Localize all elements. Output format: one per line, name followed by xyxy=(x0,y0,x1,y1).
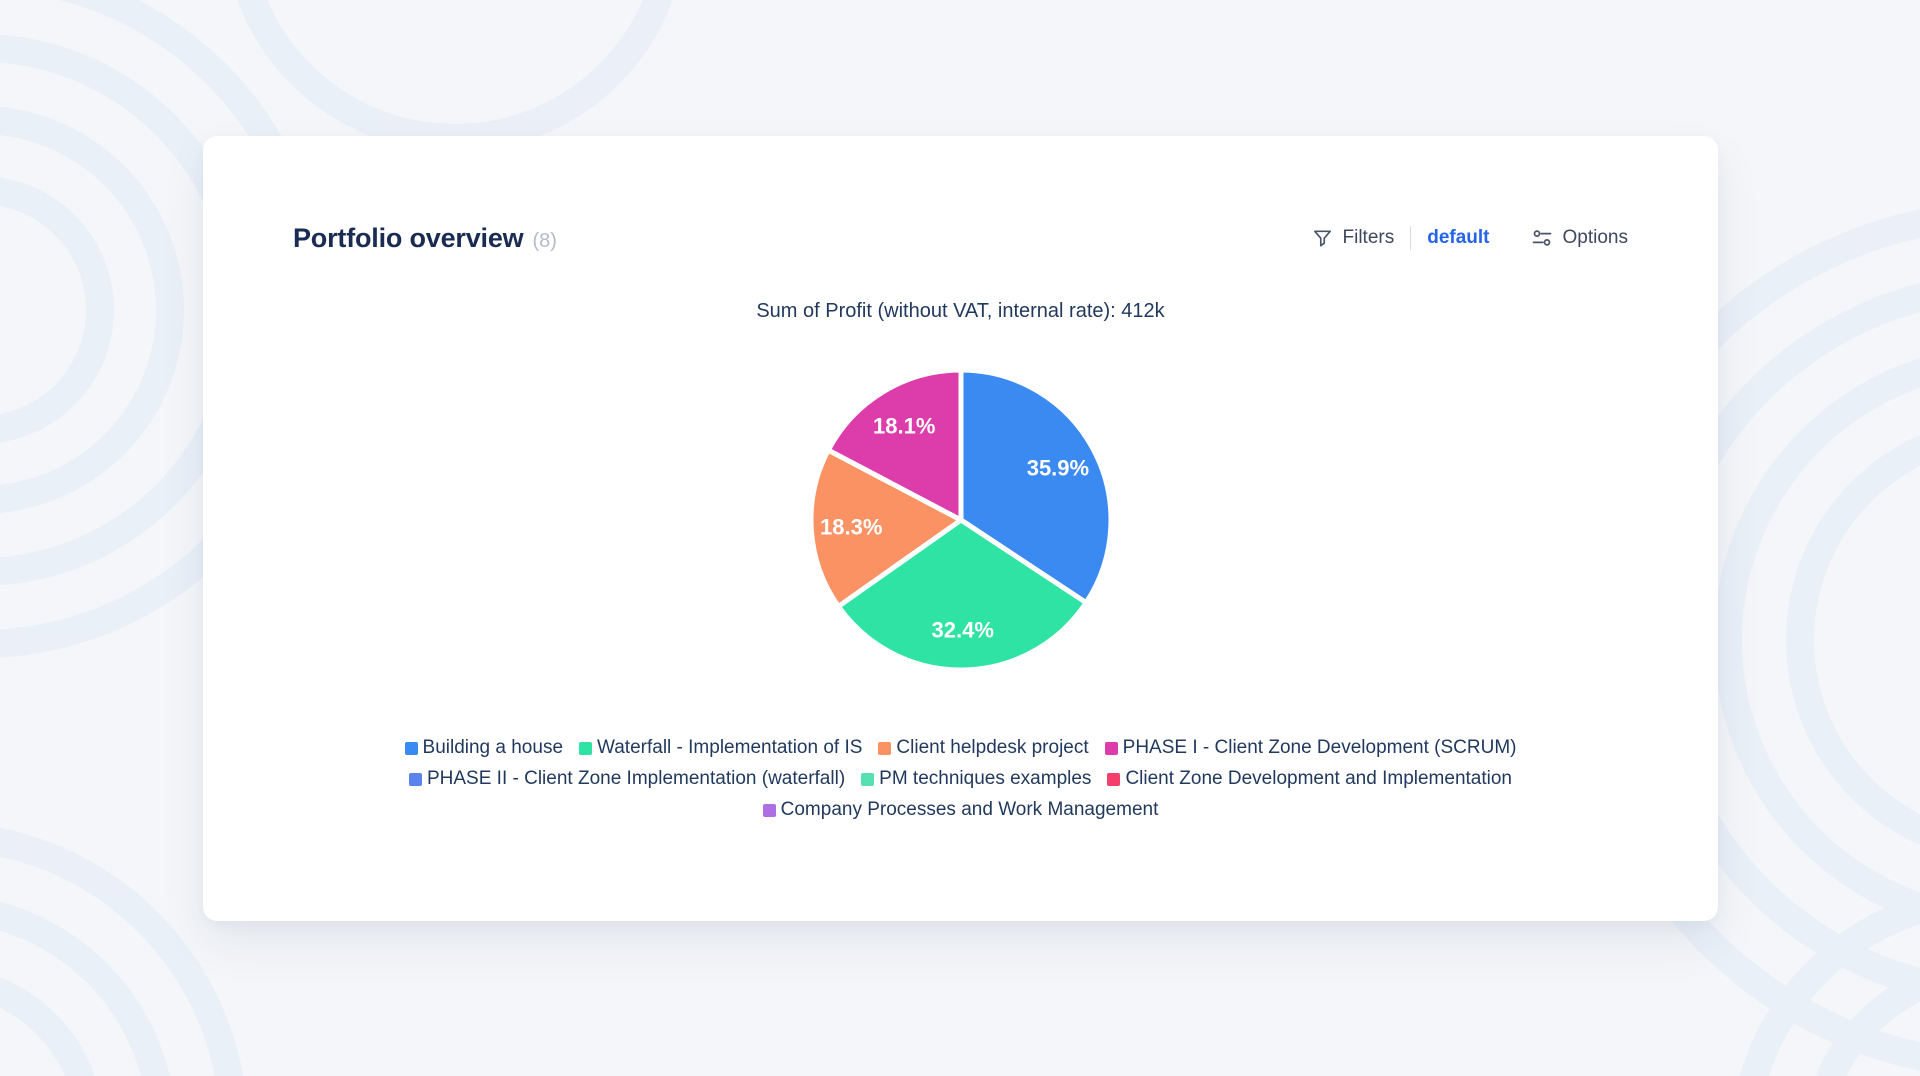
chart-legend: Building a house Waterfall - Implementati… xyxy=(293,737,1628,821)
slice-percentage-label: 35.9% xyxy=(1026,455,1088,480)
legend-row: Company Processes and Work Management xyxy=(762,799,1159,821)
legend-swatch xyxy=(404,741,418,755)
legend-item[interactable]: Client helpdesk project xyxy=(878,737,1089,759)
legend-item[interactable]: Waterfall - Implementation of IS xyxy=(579,737,862,759)
pie-slice[interactable] xyxy=(808,447,963,609)
legend-swatch xyxy=(762,803,776,817)
legend-swatch xyxy=(878,741,892,755)
legend-swatch xyxy=(1107,772,1121,786)
title-wrap: Portfolio overview (8) xyxy=(293,223,557,254)
options-sliders-icon xyxy=(1530,226,1554,250)
legend-label: PM techniques examples xyxy=(879,768,1092,789)
legend-item[interactable]: Client Zone Development and Implementati… xyxy=(1107,768,1512,790)
legend-item[interactable]: Building a house xyxy=(404,737,564,759)
legend-row: Building a house Waterfall - Implementati… xyxy=(404,737,1517,759)
legend-label: PHASE I - Client Zone Development (SCRUM… xyxy=(1122,737,1517,758)
filter-preset-link[interactable]: default xyxy=(1427,227,1490,248)
filter-funnel-icon xyxy=(1311,227,1334,250)
chart-title: Sum of Profit (without VAT, internal rat… xyxy=(756,300,1165,322)
legend-label: Waterfall - Implementation of IS xyxy=(597,737,863,758)
pie-slice[interactable] xyxy=(835,517,1089,673)
legend-swatch xyxy=(861,772,875,786)
legend-swatch xyxy=(579,741,593,755)
filters-button[interactable]: Filters xyxy=(1311,227,1395,250)
slice-percentage-label: 32.4% xyxy=(931,618,993,643)
legend-label: PHASE II - Client Zone Implementation (w… xyxy=(426,768,846,789)
item-count-badge: (8) xyxy=(532,229,557,252)
pie-chart: 35.9% 32.4% 18.3% 18.1% xyxy=(808,367,1113,673)
slice-percentage-label: 18.1% xyxy=(873,413,935,438)
header-divider xyxy=(1410,226,1412,250)
slice-percentage-label: 18.3% xyxy=(820,515,882,540)
portfolio-overview-card: Portfolio overview (8) Filters default xyxy=(203,136,1718,921)
legend-row: PHASE II - Client Zone Implementation (w… xyxy=(408,768,1512,790)
options-label: Options xyxy=(1562,227,1628,248)
card-header: Portfolio overview (8) Filters default xyxy=(293,220,1628,256)
legend-label: Client Zone Development and Implementati… xyxy=(1125,768,1512,789)
pie-chart-wrap: 35.9% 32.4% 18.3% 18.1% xyxy=(293,365,1628,675)
legend-item[interactable]: PM techniques examples xyxy=(861,768,1091,790)
legend-item[interactable]: PHASE I - Client Zone Development (SCRUM… xyxy=(1104,737,1517,759)
legend-item[interactable]: PHASE II - Client Zone Implementation (w… xyxy=(408,768,846,790)
legend-swatch xyxy=(408,772,422,786)
legend-item[interactable]: Company Processes and Work Management xyxy=(762,799,1159,821)
legend-label: Client helpdesk project xyxy=(896,737,1089,758)
legend-label: Building a house xyxy=(422,737,564,758)
filters-label: Filters xyxy=(1342,227,1395,248)
legend-swatch xyxy=(1104,741,1118,755)
legend-label: Company Processes and Work Management xyxy=(780,799,1159,820)
options-button[interactable]: Options xyxy=(1530,226,1628,250)
page-title: Portfolio overview xyxy=(293,222,524,253)
header-controls: Filters default Options xyxy=(1311,226,1628,250)
pie-slice[interactable] xyxy=(825,367,963,523)
